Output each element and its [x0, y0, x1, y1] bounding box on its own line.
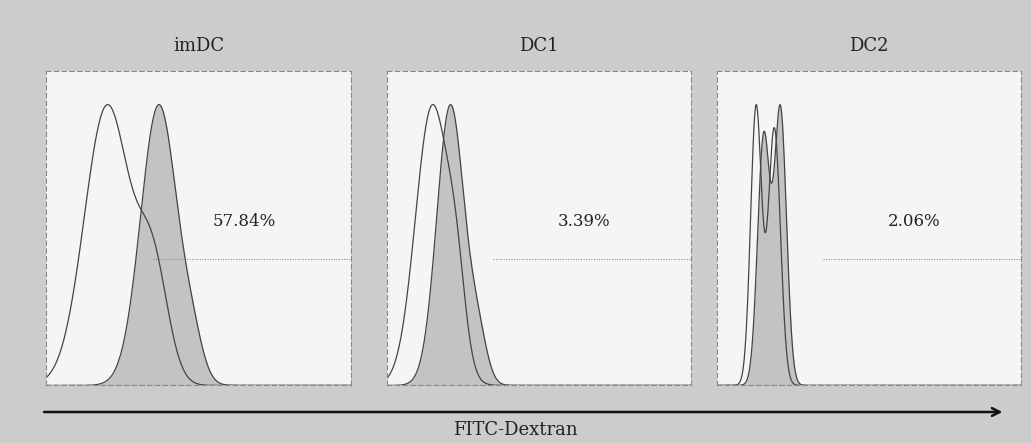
Text: DC1: DC1: [519, 37, 559, 55]
Text: imDC: imDC: [173, 37, 224, 55]
Text: FITC-Dextran: FITC-Dextran: [454, 420, 577, 439]
Text: DC2: DC2: [849, 37, 889, 55]
Text: 57.84%: 57.84%: [212, 214, 275, 230]
Text: 2.06%: 2.06%: [888, 214, 940, 230]
Text: 3.39%: 3.39%: [558, 214, 610, 230]
